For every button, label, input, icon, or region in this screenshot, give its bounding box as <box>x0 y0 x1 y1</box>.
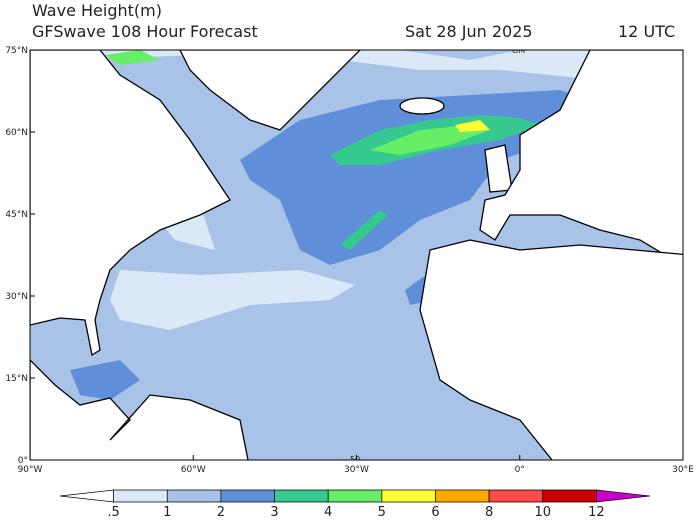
colorbar-label: 2 <box>217 505 225 520</box>
wave-area <box>30 50 683 90</box>
wave-area <box>340 210 388 250</box>
wave-area <box>70 360 140 400</box>
colorbar-swatch <box>542 489 597 503</box>
subtitle: GFSwave 108 Hour Forecast <box>32 22 258 41</box>
lat-label: 75°N <box>5 46 28 56</box>
lon-label: 30°E <box>672 465 694 475</box>
land <box>399 97 445 115</box>
lon-label: 0° <box>515 465 525 475</box>
annotation: 50 <box>350 455 360 464</box>
annotation: GM <box>512 46 525 55</box>
colorbar-label: 10 <box>534 505 551 520</box>
colorbar-label: 5 <box>378 505 386 520</box>
wave-area <box>110 270 355 330</box>
land <box>419 239 683 460</box>
colorbar-swatch <box>166 489 222 503</box>
wave-area <box>370 125 490 155</box>
land <box>30 50 231 357</box>
colorbar-swatch <box>596 489 651 503</box>
colorbar-label: 4 <box>324 505 332 520</box>
colorbar-swatch <box>59 489 114 503</box>
colorbar-swatch <box>220 489 275 503</box>
lat-label: 15°N <box>5 374 28 384</box>
land <box>179 50 361 131</box>
colorbar-swatch <box>488 489 544 503</box>
lon-label: 30°W <box>344 465 369 475</box>
lat-label: 0° <box>18 456 28 466</box>
colorbar-swatch <box>435 489 490 503</box>
land <box>479 50 683 267</box>
wave-area <box>455 120 490 132</box>
colorbar-swatch <box>274 489 329 503</box>
lat-label: 45°N <box>5 210 28 220</box>
colorbar-label: 6 <box>431 505 439 520</box>
colorbar-swatch <box>381 489 436 503</box>
wave-area <box>105 50 160 65</box>
time: 12 UTC <box>618 22 675 41</box>
colorbar-label: .5 <box>107 505 119 520</box>
colorbar-swatch <box>327 489 383 503</box>
colorbar-label: 1 <box>163 505 171 520</box>
map: GM 50 <box>29 46 684 464</box>
colorbar-label: 3 <box>270 505 278 520</box>
colorbar-swatch <box>113 489 168 503</box>
lat-label: 60°N <box>5 128 28 138</box>
lon-label: 60°W <box>181 465 206 475</box>
land <box>30 359 249 460</box>
title: Wave Height(m) <box>32 1 162 20</box>
lat-label: 30°N <box>5 292 28 302</box>
date: Sat 28 Jun 2025 <box>405 22 533 41</box>
colorbar-label: 12 <box>588 505 605 520</box>
colorbar-label: 8 <box>485 505 493 520</box>
lon-label: 90°W <box>18 465 43 475</box>
